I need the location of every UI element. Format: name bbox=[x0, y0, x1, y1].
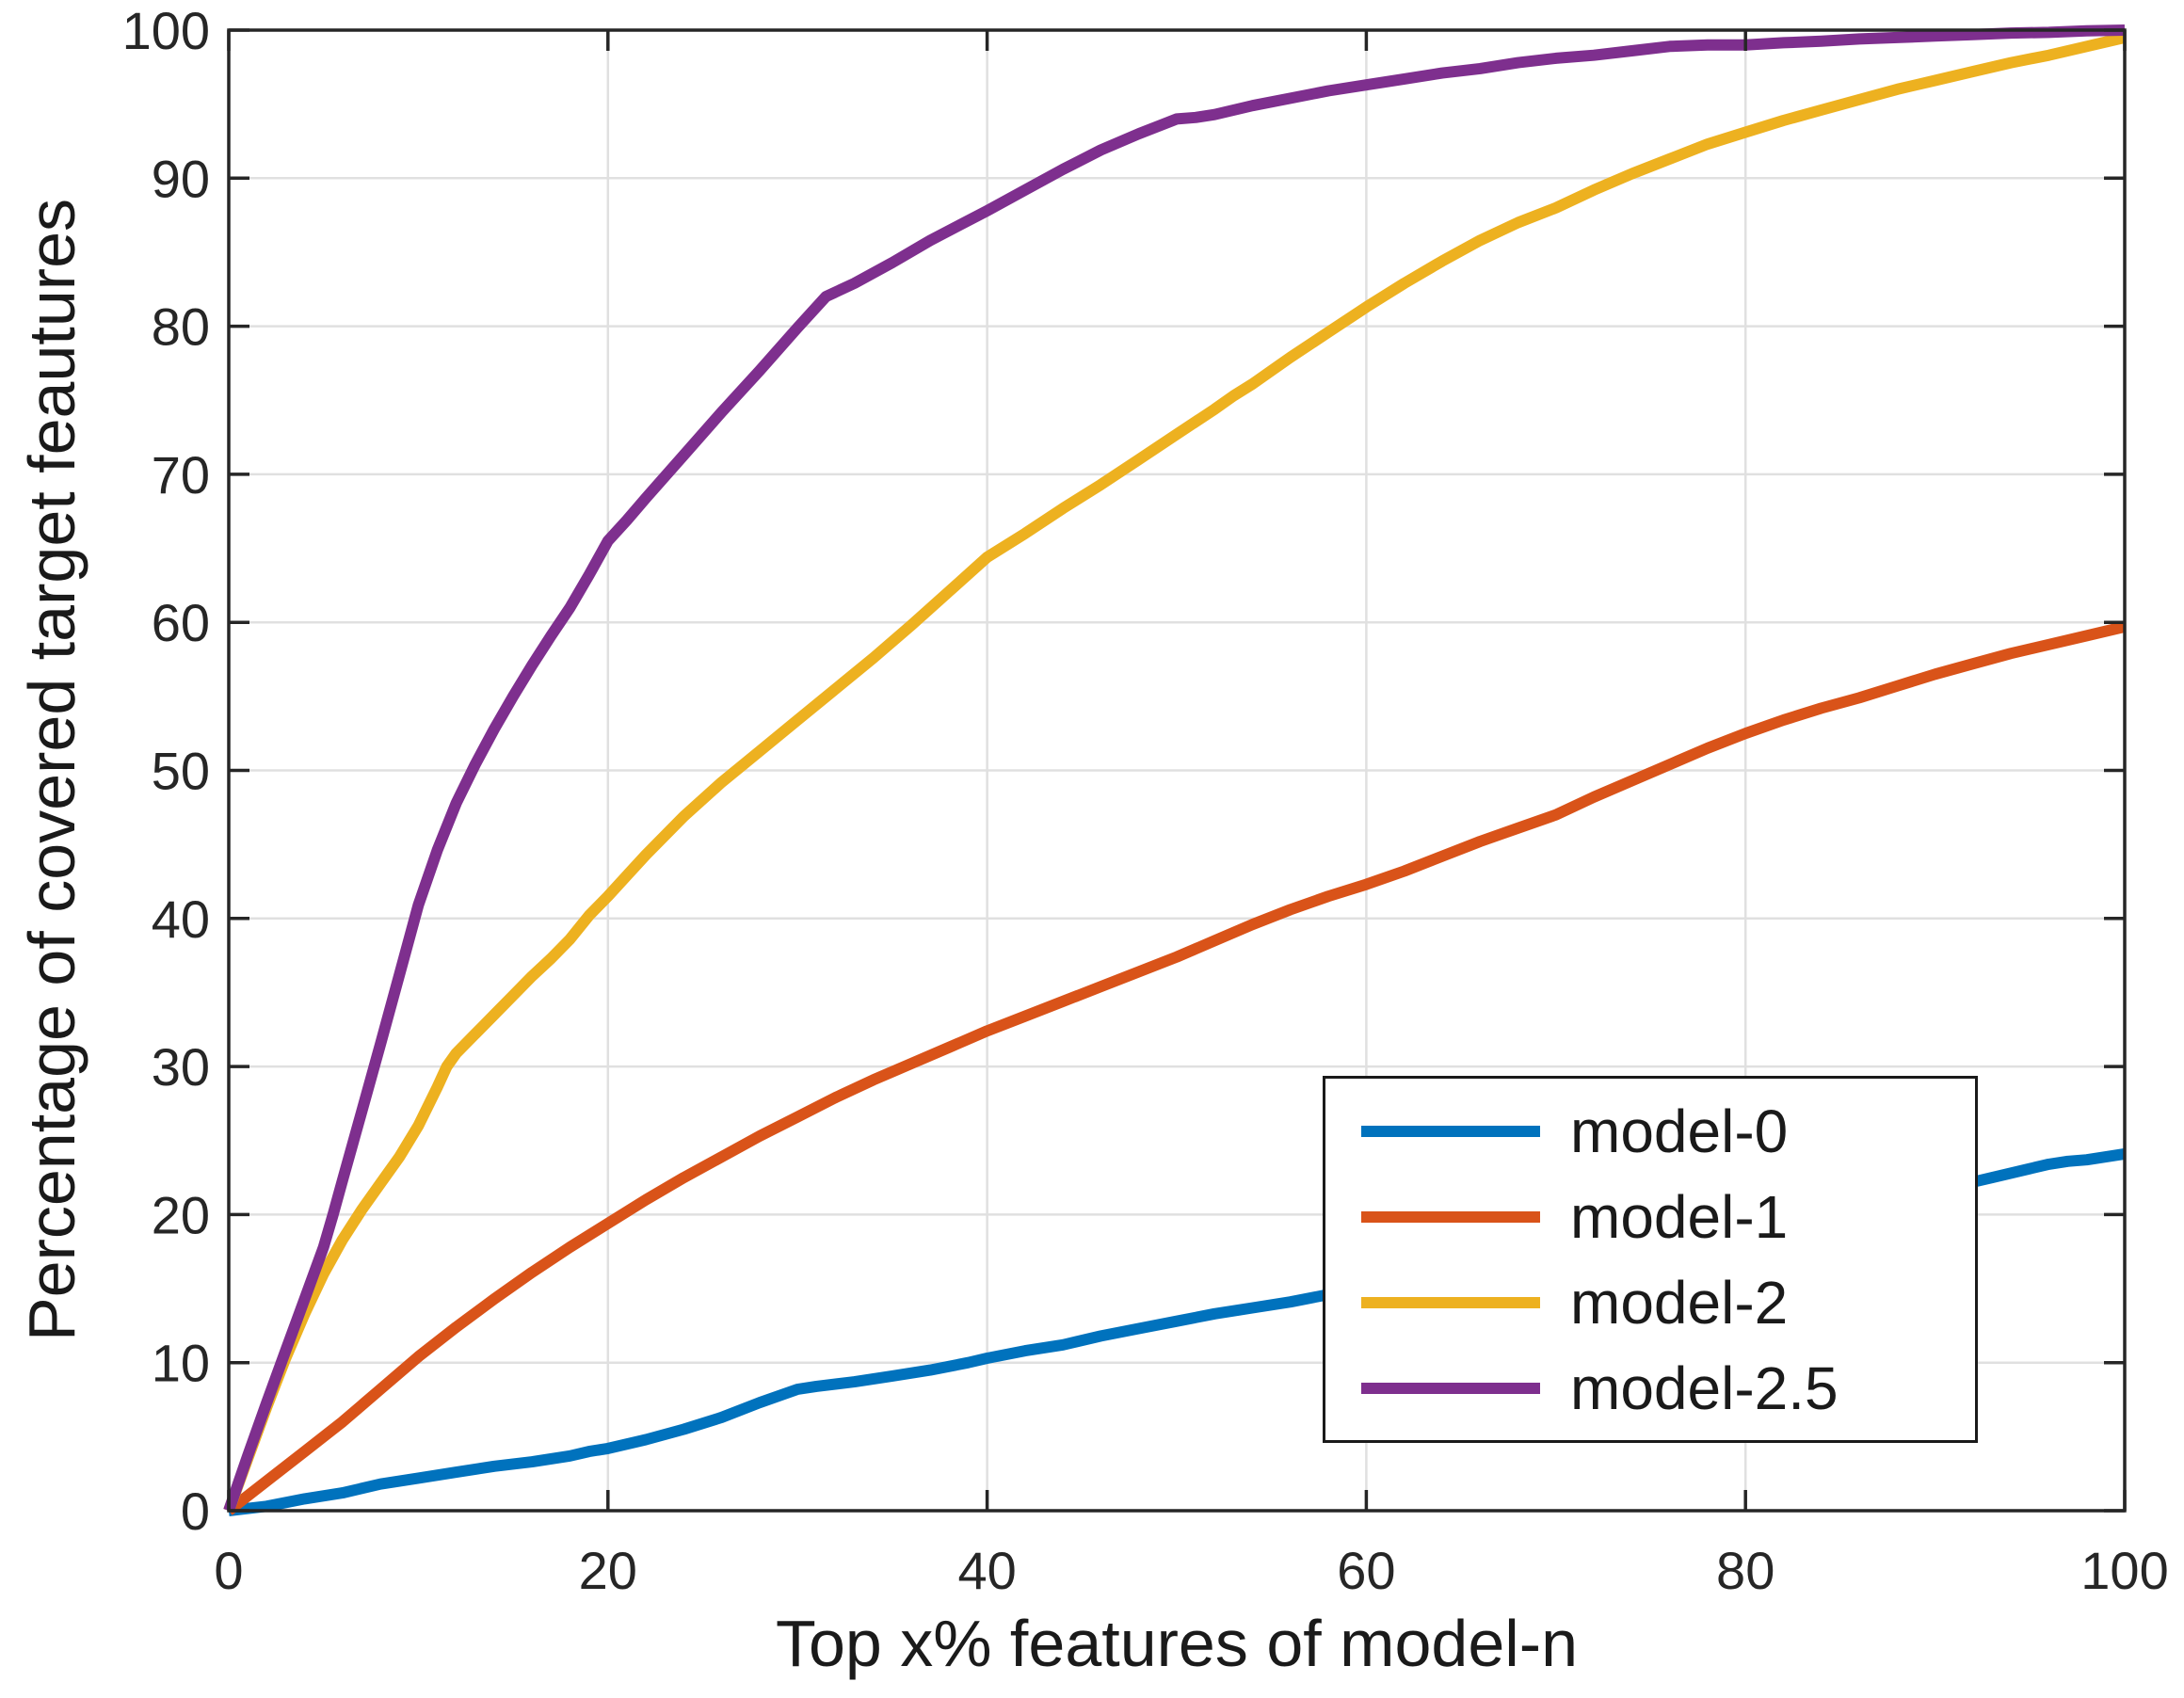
curve-model-2 bbox=[223, 32, 2127, 1514]
x-tick-label: 0 bbox=[214, 1541, 243, 1600]
y-tick-label: 70 bbox=[152, 445, 210, 505]
curve-model-2.5 bbox=[223, 24, 2126, 1513]
y-tick-label: 40 bbox=[152, 889, 210, 949]
y-tick-label: 10 bbox=[152, 1334, 210, 1393]
y-axis-label: Percentage of covered target feautures bbox=[15, 198, 88, 1342]
y-tick-label: 20 bbox=[152, 1185, 210, 1244]
y-tick-label: 100 bbox=[122, 1, 210, 60]
y-tick-label: 80 bbox=[152, 297, 210, 357]
y-tick-label: 60 bbox=[152, 593, 210, 652]
legend-label: model-1 bbox=[1570, 1182, 1789, 1251]
legend-line-sample-model-1 bbox=[1361, 1210, 1540, 1223]
x-tick-label: 60 bbox=[1337, 1541, 1395, 1600]
legend-line-sample-model-2 bbox=[1361, 1296, 1540, 1308]
legend-box: model-0 model-1 model-2 model-2.5 bbox=[1323, 1076, 1978, 1443]
legend-line-sample-model-2.5 bbox=[1361, 1382, 1540, 1394]
x-tick-label: 100 bbox=[2080, 1541, 2168, 1600]
legend-label: model-0 bbox=[1570, 1097, 1789, 1165]
legend-row-model-0: model-0 bbox=[1325, 1101, 1975, 1161]
x-tick-label: 80 bbox=[1716, 1541, 1774, 1600]
legend-label: model-2.5 bbox=[1570, 1354, 1839, 1422]
legend-row-model-1: model-1 bbox=[1325, 1187, 1975, 1247]
legend-row-model-2.5: model-2.5 bbox=[1325, 1358, 1975, 1418]
y-tick-label: 0 bbox=[181, 1482, 210, 1541]
x-tick-label: 40 bbox=[957, 1541, 1016, 1600]
x-tick-label: 20 bbox=[579, 1541, 637, 1600]
legend-line-sample-model-0 bbox=[1361, 1125, 1540, 1137]
y-tick-label: 30 bbox=[152, 1037, 210, 1097]
legend-row-model-2: model-2 bbox=[1325, 1273, 1975, 1333]
y-tick-label: 50 bbox=[152, 742, 210, 801]
legend-label: model-2 bbox=[1570, 1268, 1789, 1337]
y-tick-label: 90 bbox=[152, 149, 210, 208]
curve-model-1 bbox=[225, 621, 2127, 1515]
x-axis-label: Top x% features of model-n bbox=[775, 1607, 1579, 1680]
